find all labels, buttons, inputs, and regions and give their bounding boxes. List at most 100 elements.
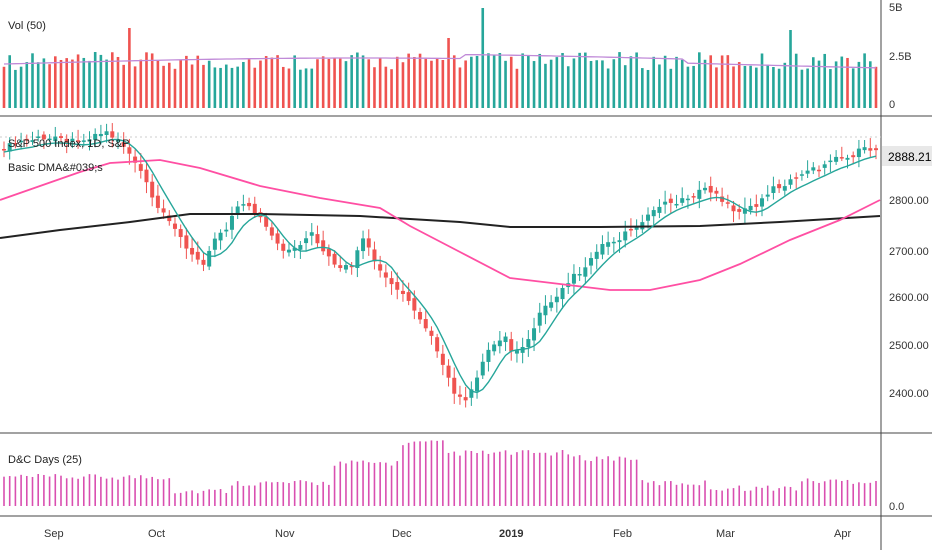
dc-bar (25, 475, 28, 506)
volume-bar (874, 66, 878, 108)
candle-body (526, 339, 531, 348)
dc-bar (818, 482, 820, 506)
volume-bar (407, 53, 410, 108)
dc-bar (789, 486, 792, 506)
dc-bar (345, 463, 347, 506)
dc-bar (715, 490, 718, 506)
volume-bar (538, 53, 542, 108)
candle-body (281, 243, 286, 251)
candle-body (646, 214, 651, 221)
candle-body (674, 203, 679, 206)
dc-bar (584, 460, 587, 506)
dc-bar (493, 452, 495, 506)
dc-bar (464, 450, 467, 506)
dc-bar (202, 490, 205, 506)
volume-bar (755, 67, 758, 108)
last-price-label: 2888.21 (888, 150, 932, 164)
candle-body (304, 238, 309, 244)
volume-bar (395, 56, 399, 108)
dc-bar (692, 484, 695, 506)
dc-bar (618, 456, 621, 506)
volume-bar (350, 55, 353, 108)
dc-bar (858, 482, 860, 506)
candle-body (845, 157, 850, 160)
candle-body (286, 249, 291, 253)
candle-body (765, 194, 770, 197)
volume-bar (578, 52, 581, 108)
dc-bar (157, 479, 159, 506)
candle-body (70, 138, 75, 142)
candle-body (395, 282, 400, 290)
volume-title: Vol (50) (8, 20, 46, 32)
candle-body (594, 251, 599, 259)
volume-bar (652, 56, 656, 108)
volume-bar (470, 56, 473, 108)
volume-bar (772, 67, 775, 108)
candle-body (2, 148, 6, 151)
dc-bar (191, 490, 193, 506)
dc-bar (595, 456, 598, 506)
candle-body (378, 264, 383, 271)
dc-bar (276, 481, 279, 506)
dc-bar (288, 483, 290, 506)
candle-body (178, 229, 183, 238)
candle-body (224, 229, 229, 232)
dc-bar (174, 493, 176, 506)
dc-bar (219, 489, 222, 506)
volume-bar (384, 66, 388, 108)
price-axis-2700: 2700.00 (889, 246, 929, 258)
dc-bar (698, 485, 701, 506)
volume-bar (658, 64, 661, 108)
volume-bar (441, 59, 445, 108)
volume-bar (698, 52, 701, 108)
volume-bar (566, 66, 570, 108)
dc-bar (8, 476, 11, 506)
volume-bar (846, 57, 849, 108)
dc-bar (835, 479, 837, 506)
dc-bar (225, 492, 228, 506)
candle-body (668, 198, 673, 203)
volume-bar (202, 64, 205, 108)
volume-bar (675, 56, 678, 108)
dc-bar (442, 440, 444, 506)
volume-bar (259, 60, 262, 108)
candle-body (195, 251, 200, 260)
dc-bar (77, 478, 79, 506)
volume-bar (840, 56, 844, 108)
candle-body (714, 190, 719, 194)
volume-bar (156, 60, 160, 108)
volume-bar (333, 57, 336, 108)
candle-body (76, 140, 81, 142)
candle-body (440, 353, 445, 365)
volume-bar (823, 53, 827, 108)
volume-bar (612, 59, 616, 108)
candle-body (777, 184, 782, 189)
dc-bar (299, 480, 302, 506)
dc-bar (105, 478, 108, 506)
candle-body (184, 235, 189, 249)
volume-bar (390, 69, 393, 108)
dc-bar (196, 493, 199, 506)
dc-bar (259, 482, 262, 506)
dc-bar (647, 482, 649, 506)
dc-bar (88, 474, 91, 506)
candle-body (167, 215, 172, 222)
volume-bar (236, 66, 239, 108)
volume-bar (310, 68, 314, 108)
candle-body (794, 177, 799, 179)
dc-bar (20, 474, 22, 506)
dc-bar (738, 485, 741, 506)
candle-body (685, 198, 690, 201)
volume-bar (794, 53, 798, 108)
dc-bar (652, 481, 655, 506)
candle-body (406, 292, 411, 301)
dc-bar (658, 485, 661, 506)
dc-bar (846, 479, 849, 506)
candle-body (446, 365, 451, 378)
dc-bar (544, 452, 547, 506)
price-title: S&P 500 Index, 1D, S&P (8, 138, 129, 150)
candle-body (748, 205, 753, 211)
dc-bar (613, 460, 615, 506)
candle-body (275, 233, 280, 244)
candle-body (822, 164, 827, 168)
